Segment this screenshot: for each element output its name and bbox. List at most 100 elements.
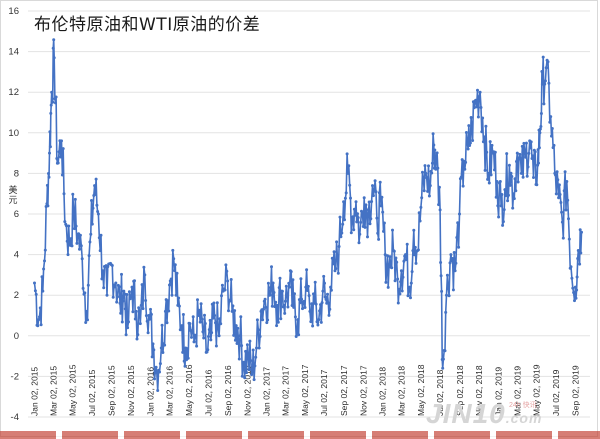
data-point [144,314,148,318]
data-point [404,258,408,262]
x-tick-label: Jan 02, 2017 [262,367,272,416]
data-point [412,228,416,232]
data-point [544,66,548,70]
watermark-logo: JIN10.com [426,398,542,430]
data-point [71,192,75,196]
data-point [153,377,156,381]
data-point [472,106,476,110]
data-point [331,262,335,266]
data-point [441,366,445,370]
x-tick-label: Mar 02, 2019 [512,366,522,416]
data-point [199,302,203,306]
data-point [299,277,303,281]
data-point [232,333,236,337]
data-point [513,177,517,181]
data-point [198,320,202,324]
data-point [228,299,232,303]
data-point [213,314,217,317]
data-point [119,311,123,315]
data-point [339,235,343,239]
data-point [258,335,262,338]
data-point [80,257,84,261]
data-point [335,240,339,244]
data-point [39,323,43,327]
data-point [96,212,100,216]
data-point [328,307,332,311]
data-point [367,200,371,204]
data-point [433,148,437,152]
data-point [120,320,124,324]
data-point [519,171,523,175]
data-point [512,197,516,201]
data-point [556,178,560,182]
data-point [557,196,561,200]
data-point [558,193,562,196]
data-point [303,306,307,309]
data-point [395,260,399,264]
data-point [181,350,185,354]
x-tick-label: Jul 02, 2017 [319,369,329,416]
data-point [136,333,140,337]
data-point [499,204,503,208]
data-point [321,289,325,293]
data-point [482,135,486,139]
data-point [286,305,290,309]
data-point [62,192,66,196]
data-point [154,365,158,369]
data-point [449,253,453,257]
data-point [247,368,251,372]
data-point [239,315,243,319]
data-point [519,157,523,161]
data-point [86,283,90,287]
data-point [33,281,36,285]
data-point [38,306,42,310]
data-point [485,150,489,154]
data-point [129,295,133,299]
data-point [423,164,427,168]
data-point [341,222,345,226]
data-point [550,134,553,138]
data-point [45,183,49,187]
data-point [575,275,579,279]
data-point [398,292,402,296]
x-tick-label: Mar 02, 2017 [280,366,290,416]
data-point [93,184,97,188]
data-point [66,253,70,257]
data-point [38,315,41,319]
data-point [171,248,175,252]
y-tick-labels: -4 -2 0 2 4 6 8 10 12 14 16 [8,6,19,423]
data-point [461,184,465,188]
data-point [217,334,221,338]
data-point [72,227,76,231]
x-tick-label: Jan 02, 2015 [30,367,40,416]
data-point [542,102,546,106]
data-point [160,323,164,327]
data-point [371,194,375,198]
data-point [332,250,336,254]
y-tick-label: 8 [14,168,19,179]
data-point [381,210,385,214]
data-point [126,326,130,330]
y-tick-label: 2 [14,290,19,301]
data-point [137,306,141,310]
data-point [51,46,55,50]
data-point [131,310,135,314]
data-point [43,259,46,263]
x-tick-label: Jan 02, 2016 [145,367,155,416]
data-point [49,111,53,115]
data-point [194,334,198,337]
data-point [246,354,250,358]
data-point [358,232,362,236]
x-tick-label: Jul 02, 2018 [435,369,445,416]
data-point [220,283,224,287]
data-point [293,315,297,319]
data-point [410,270,414,274]
data-point [113,285,117,289]
x-tick-label: Jan 02, 2019 [494,367,504,416]
data-point [163,309,167,313]
data-point [497,215,501,219]
data-point [465,139,469,143]
data-point [409,281,413,285]
data-point [546,60,550,64]
data-point [43,248,47,252]
